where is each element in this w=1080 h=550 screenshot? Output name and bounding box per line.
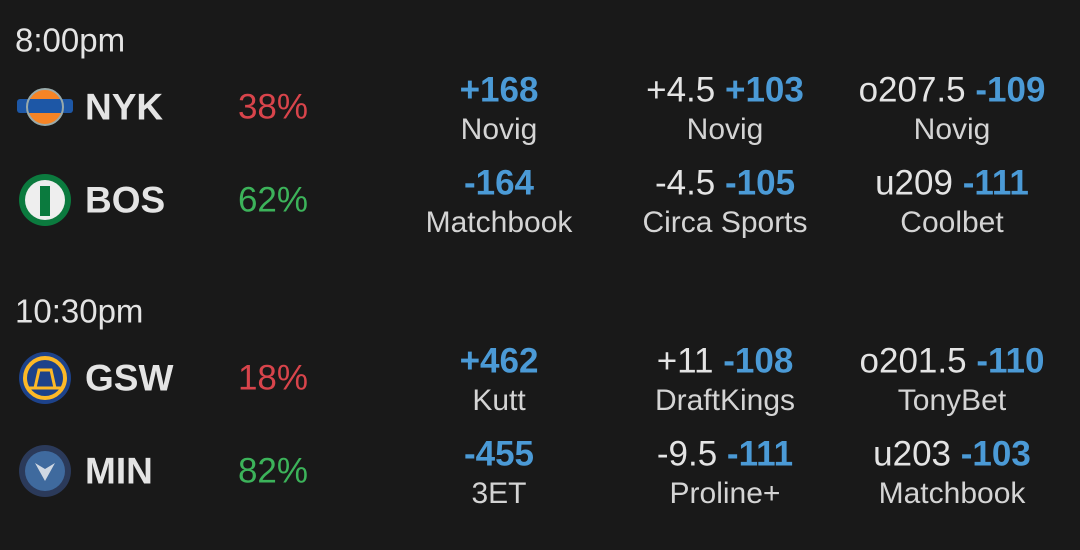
total-line: u209 <box>875 163 953 203</box>
price: -105 <box>724 163 796 203</box>
price: +103 <box>725 70 804 110</box>
total-odds: u209 -111 <box>875 166 1029 201</box>
sportsbook: Kutt <box>472 384 526 417</box>
total-line: o207.5 <box>858 70 966 110</box>
price: -103 <box>960 434 1031 474</box>
moneyline-odds: -455 <box>464 437 534 472</box>
sportsbook: DraftKings <box>654 384 796 417</box>
team-logo <box>17 88 73 126</box>
spread-odds: -4.5 -105 <box>655 166 795 201</box>
total-odds: o207.5 -109 <box>859 73 1046 108</box>
price: -109 <box>975 70 1046 110</box>
sportsbook: TonyBet <box>897 384 1007 417</box>
price: +462 <box>459 341 539 381</box>
moneyline-odds: +168 <box>460 73 539 108</box>
sportsbook: 3ET <box>471 477 527 510</box>
win-probability: 62% <box>237 180 309 220</box>
team-abbr: MIN <box>85 450 153 492</box>
total-odds: o201.5 -110 <box>860 344 1045 379</box>
spread-odds: +4.5 +103 <box>646 73 804 108</box>
spread-odds: +11 -108 <box>657 344 794 379</box>
sportsbook: Coolbet <box>900 206 1004 239</box>
sportsbook: Novig <box>460 113 538 146</box>
spread-line: +11 <box>656 341 714 381</box>
win-probability: 38% <box>237 87 309 127</box>
game-time: 8:00pm <box>15 21 126 59</box>
sportsbook: Circa Sports <box>642 206 808 239</box>
team-abbr: BOS <box>85 179 166 221</box>
price: -164 <box>463 163 535 203</box>
team-logo <box>19 445 71 497</box>
game-time: 10:30pm <box>15 292 144 330</box>
total-line: u203 <box>873 434 952 474</box>
team-logo <box>19 174 71 226</box>
price: -111 <box>726 434 794 474</box>
price: -108 <box>723 341 794 381</box>
team-logo <box>19 352 71 404</box>
win-probability: 18% <box>237 358 309 398</box>
sportsbook: Matchbook <box>878 477 1026 510</box>
spread-odds: -9.5 -111 <box>657 437 793 472</box>
win-probability: 82% <box>237 451 309 491</box>
sportsbook: Proline+ <box>669 477 781 510</box>
team-abbr: NYK <box>85 86 164 128</box>
spread-line: -9.5 <box>656 434 718 474</box>
spread-line: +4.5 <box>646 70 716 110</box>
sportsbook: Matchbook <box>425 206 573 239</box>
price: +168 <box>459 70 539 110</box>
moneyline-odds: +462 <box>460 344 539 379</box>
sportsbook: Novig <box>686 113 764 146</box>
total-odds: u203 -103 <box>873 437 1031 472</box>
team-abbr: GSW <box>85 357 174 399</box>
total-line: o201.5 <box>859 341 967 381</box>
sportsbook: Novig <box>913 113 991 146</box>
moneyline-odds: -164 <box>464 166 534 201</box>
price: -111 <box>962 163 1029 203</box>
price: -110 <box>976 341 1045 381</box>
price: -455 <box>463 434 535 474</box>
spread-line: -4.5 <box>654 163 716 203</box>
